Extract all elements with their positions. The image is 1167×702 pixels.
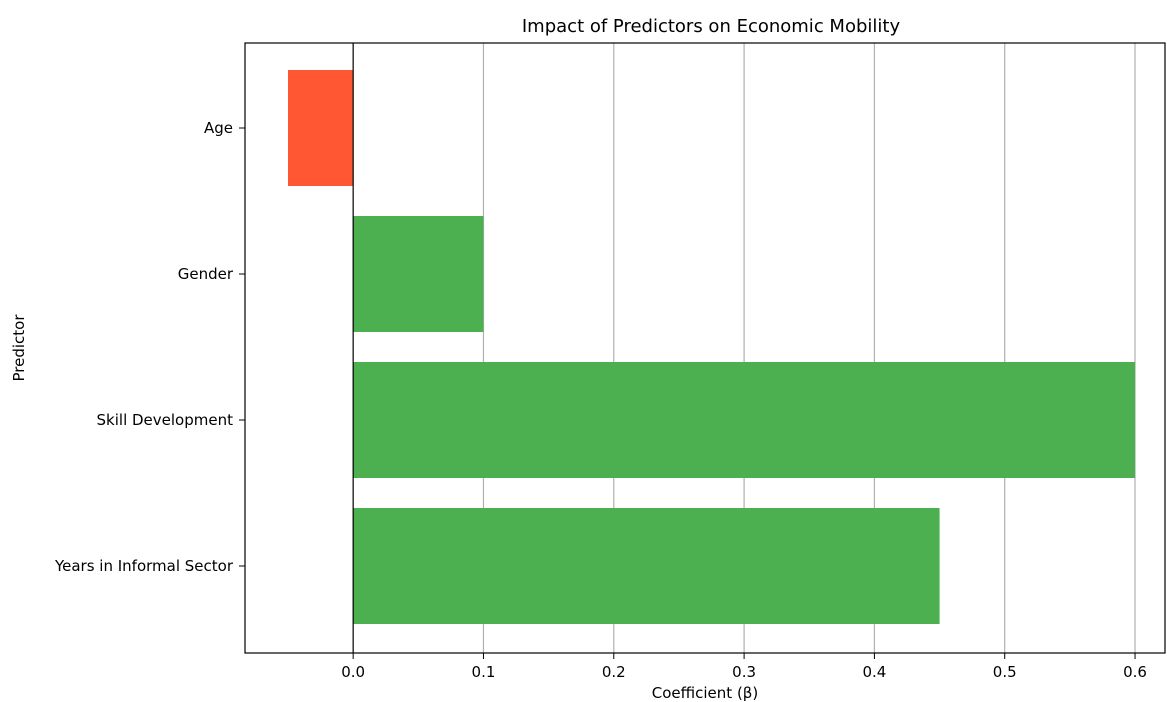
x-axis-label: Coefficient (β) — [652, 684, 758, 702]
y-tick-label: Skill Development — [97, 411, 234, 429]
x-tick-label: 0.1 — [472, 663, 496, 681]
bar-years-in-informal-sector — [353, 508, 940, 624]
y-tick-label: Years in Informal Sector — [54, 557, 234, 575]
bars — [288, 70, 1136, 624]
x-tick-label: 0.6 — [1123, 663, 1147, 681]
x-tick-label: 0.5 — [993, 663, 1017, 681]
y-axis-ticks: Years in Informal Sector Skill Developmen… — [54, 119, 245, 575]
bar-gender — [353, 216, 484, 332]
plot-frame — [244, 42, 1166, 654]
x-tick-label: 0.0 — [341, 663, 365, 681]
chart-title: Impact of Predictors on Economic Mobilit… — [522, 16, 901, 37]
bar-age — [288, 70, 354, 186]
x-axis-ticks: 0.0 0.1 0.2 0.3 0.4 0.5 0.6 — [341, 653, 1147, 681]
x-tick-label: 0.4 — [862, 663, 886, 681]
bar-skill-development — [353, 362, 1136, 478]
y-axis-label: Predictor — [10, 314, 28, 382]
y-tick-label: Age — [204, 119, 233, 137]
x-tick-label: 0.2 — [602, 663, 626, 681]
y-tick-label: Gender — [178, 265, 234, 283]
x-tick-label: 0.3 — [732, 663, 756, 681]
